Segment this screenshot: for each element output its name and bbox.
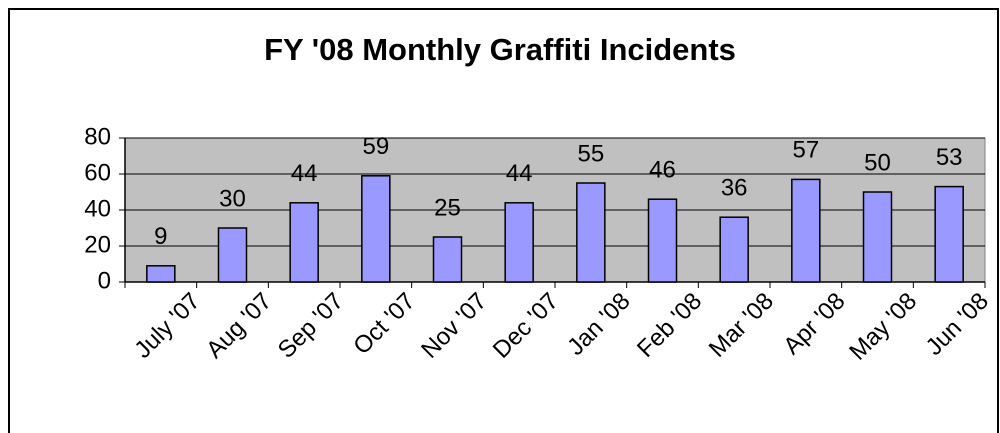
data-label: 55 <box>577 140 604 167</box>
bar <box>719 216 749 283</box>
data-label: 59 <box>362 133 389 160</box>
data-label: 25 <box>434 194 461 221</box>
bar <box>289 202 319 283</box>
bar <box>146 265 176 283</box>
bar <box>934 185 964 283</box>
bar <box>361 175 391 283</box>
data-label: 44 <box>291 160 318 187</box>
data-label: 53 <box>936 144 963 171</box>
data-label: 30 <box>219 185 246 212</box>
bar <box>217 227 248 283</box>
bar <box>576 182 606 283</box>
data-label: 44 <box>506 160 533 187</box>
bar <box>791 178 821 283</box>
y-tick-label: 60 <box>84 159 111 186</box>
data-label: 57 <box>792 137 819 164</box>
y-tick-label: 20 <box>84 231 111 258</box>
y-tick-label: 80 <box>84 123 111 150</box>
data-label: 46 <box>649 157 676 184</box>
data-label: 36 <box>721 175 748 202</box>
y-tick-label: 0 <box>98 267 111 294</box>
y-tick-label: 40 <box>84 195 111 222</box>
bar <box>647 198 678 283</box>
data-label: 50 <box>864 149 891 176</box>
bar <box>432 236 463 283</box>
data-label: 9 <box>154 223 167 250</box>
bar <box>504 202 534 283</box>
bar <box>862 191 893 283</box>
chart-title: FY '08 Monthly Graffiti Incidents <box>264 32 736 67</box>
